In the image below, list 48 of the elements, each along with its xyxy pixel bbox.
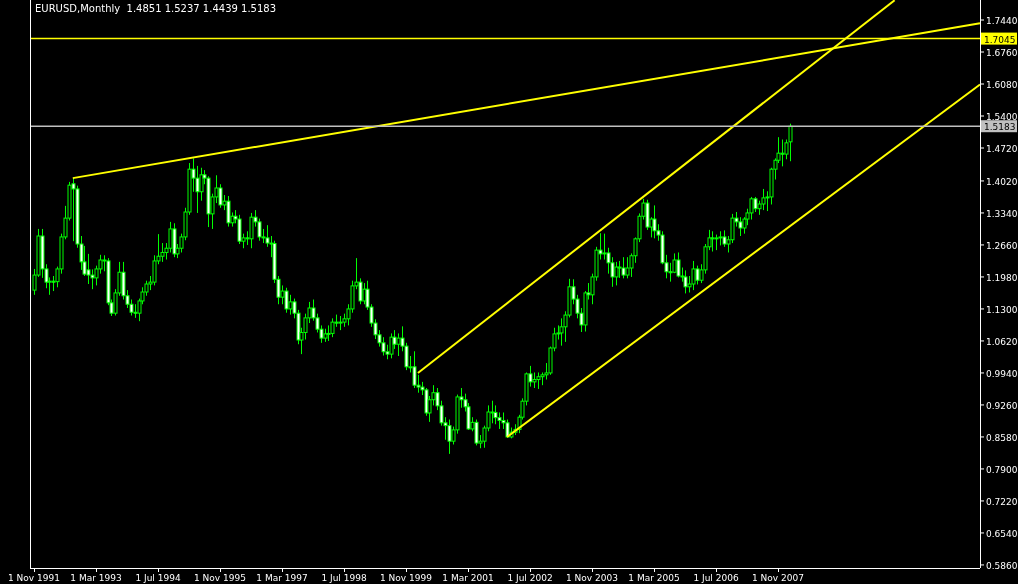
x-tick-label: 1 Nov 2007 bbox=[752, 573, 804, 583]
x-tick-label: 1 Jul 1998 bbox=[321, 573, 367, 583]
y-tick-label: 1.6760 bbox=[986, 48, 1018, 58]
x-tick-label: 1 Mar 2005 bbox=[628, 573, 680, 583]
x-tick-label: 1 Mar 2001 bbox=[442, 573, 494, 583]
y-tick-label: 1.4020 bbox=[986, 176, 1018, 187]
y-tick-label: 0.7220 bbox=[986, 496, 1018, 507]
y-tick-label: 1.3340 bbox=[986, 208, 1018, 219]
ref-line-label: 1.7045 bbox=[984, 34, 1016, 45]
candlestick bbox=[474, 419, 479, 446]
candlestick bbox=[625, 256, 630, 279]
y-tick-label: 1.6080 bbox=[986, 80, 1018, 90]
y-tick-label: 0.5860 bbox=[986, 560, 1018, 571]
candlestick bbox=[780, 139, 785, 167]
y-tick-label: 1.1980 bbox=[986, 272, 1018, 283]
x-tick-label: 1 Nov 1991 bbox=[8, 573, 60, 583]
y-tick-label: 0.7900 bbox=[986, 464, 1018, 475]
ref-line-label: 1.5183 bbox=[984, 122, 1016, 133]
x-tick-label: 1 Nov 1995 bbox=[194, 573, 246, 583]
candlestick bbox=[330, 317, 335, 338]
candlestick bbox=[695, 265, 700, 285]
y-tick-label: 0.8580 bbox=[986, 432, 1018, 443]
candlestick bbox=[288, 294, 293, 316]
y-tick-label: 1.2660 bbox=[986, 240, 1018, 251]
x-tick-label: 1 Nov 2003 bbox=[566, 573, 618, 583]
candlestick bbox=[396, 332, 401, 357]
x-tick-label: 1 Jul 2002 bbox=[507, 573, 553, 583]
x-tick-label: 1 Nov 1999 bbox=[380, 573, 433, 583]
candlestick bbox=[788, 123, 793, 162]
candlestick bbox=[652, 204, 657, 239]
y-tick-label: 1.7440 bbox=[986, 16, 1018, 26]
y-tick-label: 1.1300 bbox=[986, 304, 1018, 315]
y-tick-label: 1.4720 bbox=[986, 144, 1018, 154]
x-tick-label: 1 Jul 2006 bbox=[693, 573, 739, 583]
candlestick bbox=[493, 404, 498, 425]
chart-title: EURUSD,Monthly 1.4851 1.5237 1.4439 1.5183 bbox=[35, 3, 277, 14]
y-tick-label: 0.9260 bbox=[986, 400, 1018, 411]
x-tick-label: 1 Mar 1997 bbox=[256, 573, 308, 583]
candlestick bbox=[284, 287, 289, 314]
y-tick-label: 1.0620 bbox=[986, 336, 1018, 347]
y-tick-label: 1.5400 bbox=[986, 112, 1018, 122]
candlestick bbox=[761, 188, 766, 211]
candlestick bbox=[602, 233, 607, 261]
x-tick-label: 1 Jul 1994 bbox=[135, 573, 181, 583]
candlestick bbox=[237, 214, 242, 245]
y-tick-label: 0.9940 bbox=[986, 368, 1018, 379]
x-tick-label: 1 Mar 1993 bbox=[70, 573, 122, 583]
y-tick-label: 0.6540 bbox=[986, 528, 1018, 539]
